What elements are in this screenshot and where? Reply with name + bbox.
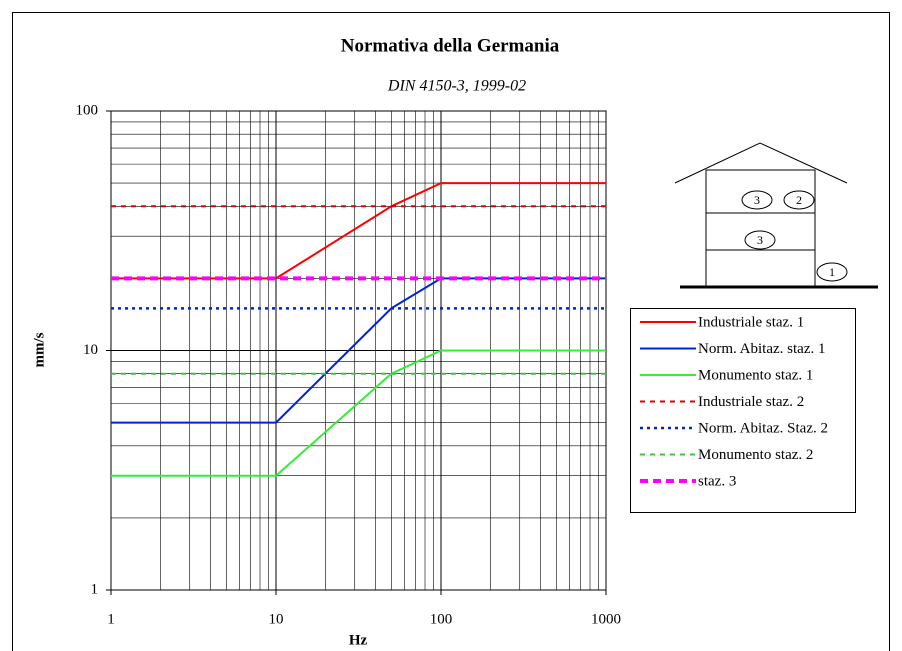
legend: [630, 308, 856, 513]
oval: [744, 230, 776, 250]
building-label: 2: [796, 193, 802, 207]
x-tick-label: 10: [269, 611, 284, 627]
y-tick-label: 100: [76, 102, 99, 118]
legend-label: Norm. Abitaz. staz. 1: [698, 341, 825, 357]
building-label: 3: [754, 193, 760, 207]
legend-label: Norm. Abitaz. Staz. 2: [698, 420, 828, 436]
legend-label: Monumento staz. 1: [698, 367, 813, 383]
chart-title: Normativa della Germania: [341, 35, 560, 56]
oval: [741, 190, 773, 210]
legend-label: Monumento staz. 2: [698, 447, 813, 463]
building-label: 3: [757, 233, 763, 247]
legend-label: staz. 3: [698, 473, 736, 489]
roof: [674, 142, 848, 184]
oval: [783, 190, 815, 210]
legend-label: Industriale staz. 2: [698, 394, 804, 410]
legend-label: Industriale staz. 1: [698, 314, 804, 330]
x-axis-label: Hz: [349, 632, 368, 648]
x-tick-label: 100: [430, 611, 453, 627]
chart-subtitle: DIN 4150-3, 1999-02: [387, 78, 526, 95]
x-tick-label: 1: [107, 611, 115, 627]
y-tick-label: 1: [91, 581, 99, 597]
oval: [816, 262, 848, 282]
y-tick-label: 10: [83, 342, 98, 358]
building: [674, 142, 878, 289]
y-axis-label: mm/s: [31, 332, 47, 367]
building-label: 1: [829, 265, 835, 279]
x-tick-label: 1000: [591, 611, 621, 627]
